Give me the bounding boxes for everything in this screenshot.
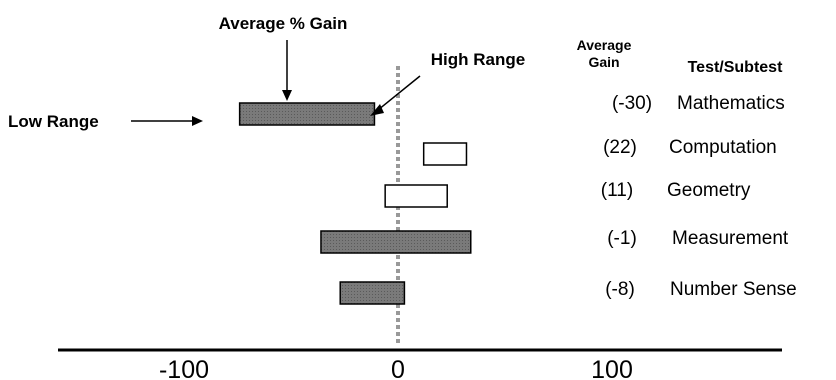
x-tick-label: 100: [591, 356, 633, 380]
x-tick-label: 0: [391, 356, 405, 380]
gain-column-header-line2: Gain: [588, 54, 619, 70]
test-subtest-label: Computation: [669, 137, 777, 158]
test-subtest-label: Measurement: [672, 228, 789, 249]
low-range-annotation: Low Range: [8, 112, 99, 131]
range-bar-mathematics: [238, 102, 376, 126]
average-gain-value: (-8): [605, 279, 635, 300]
high-range-arrowhead: [370, 104, 384, 116]
average-gain-value: (-1): [607, 228, 637, 249]
high-range-annotation: High Range: [431, 50, 525, 69]
range-bar-measurement: [320, 230, 472, 254]
test-column-header: Test/Subtest: [688, 59, 784, 76]
high-range-arrow: [377, 75, 421, 111]
average-gain-value: (22): [603, 137, 637, 158]
test-subtest-label: Geometry: [667, 180, 751, 201]
x-tick-label: -100: [159, 356, 209, 380]
test-subtest-label: Mathematics: [677, 93, 785, 114]
gain-column-header-line1: Average: [577, 37, 632, 53]
range-bar-geometry: [384, 184, 448, 208]
test-subtest-label: Number Sense: [670, 279, 797, 300]
low-range-arrowhead: [192, 116, 203, 126]
range-bar-number-sense: [339, 281, 406, 305]
average-gain-value: (-30): [612, 93, 652, 114]
average-gain-arrowhead: [282, 90, 292, 101]
average-gain-annotation: Average % Gain: [219, 14, 348, 33]
range-bar-computation: [422, 142, 468, 166]
average-gain-value: (11): [601, 180, 633, 201]
